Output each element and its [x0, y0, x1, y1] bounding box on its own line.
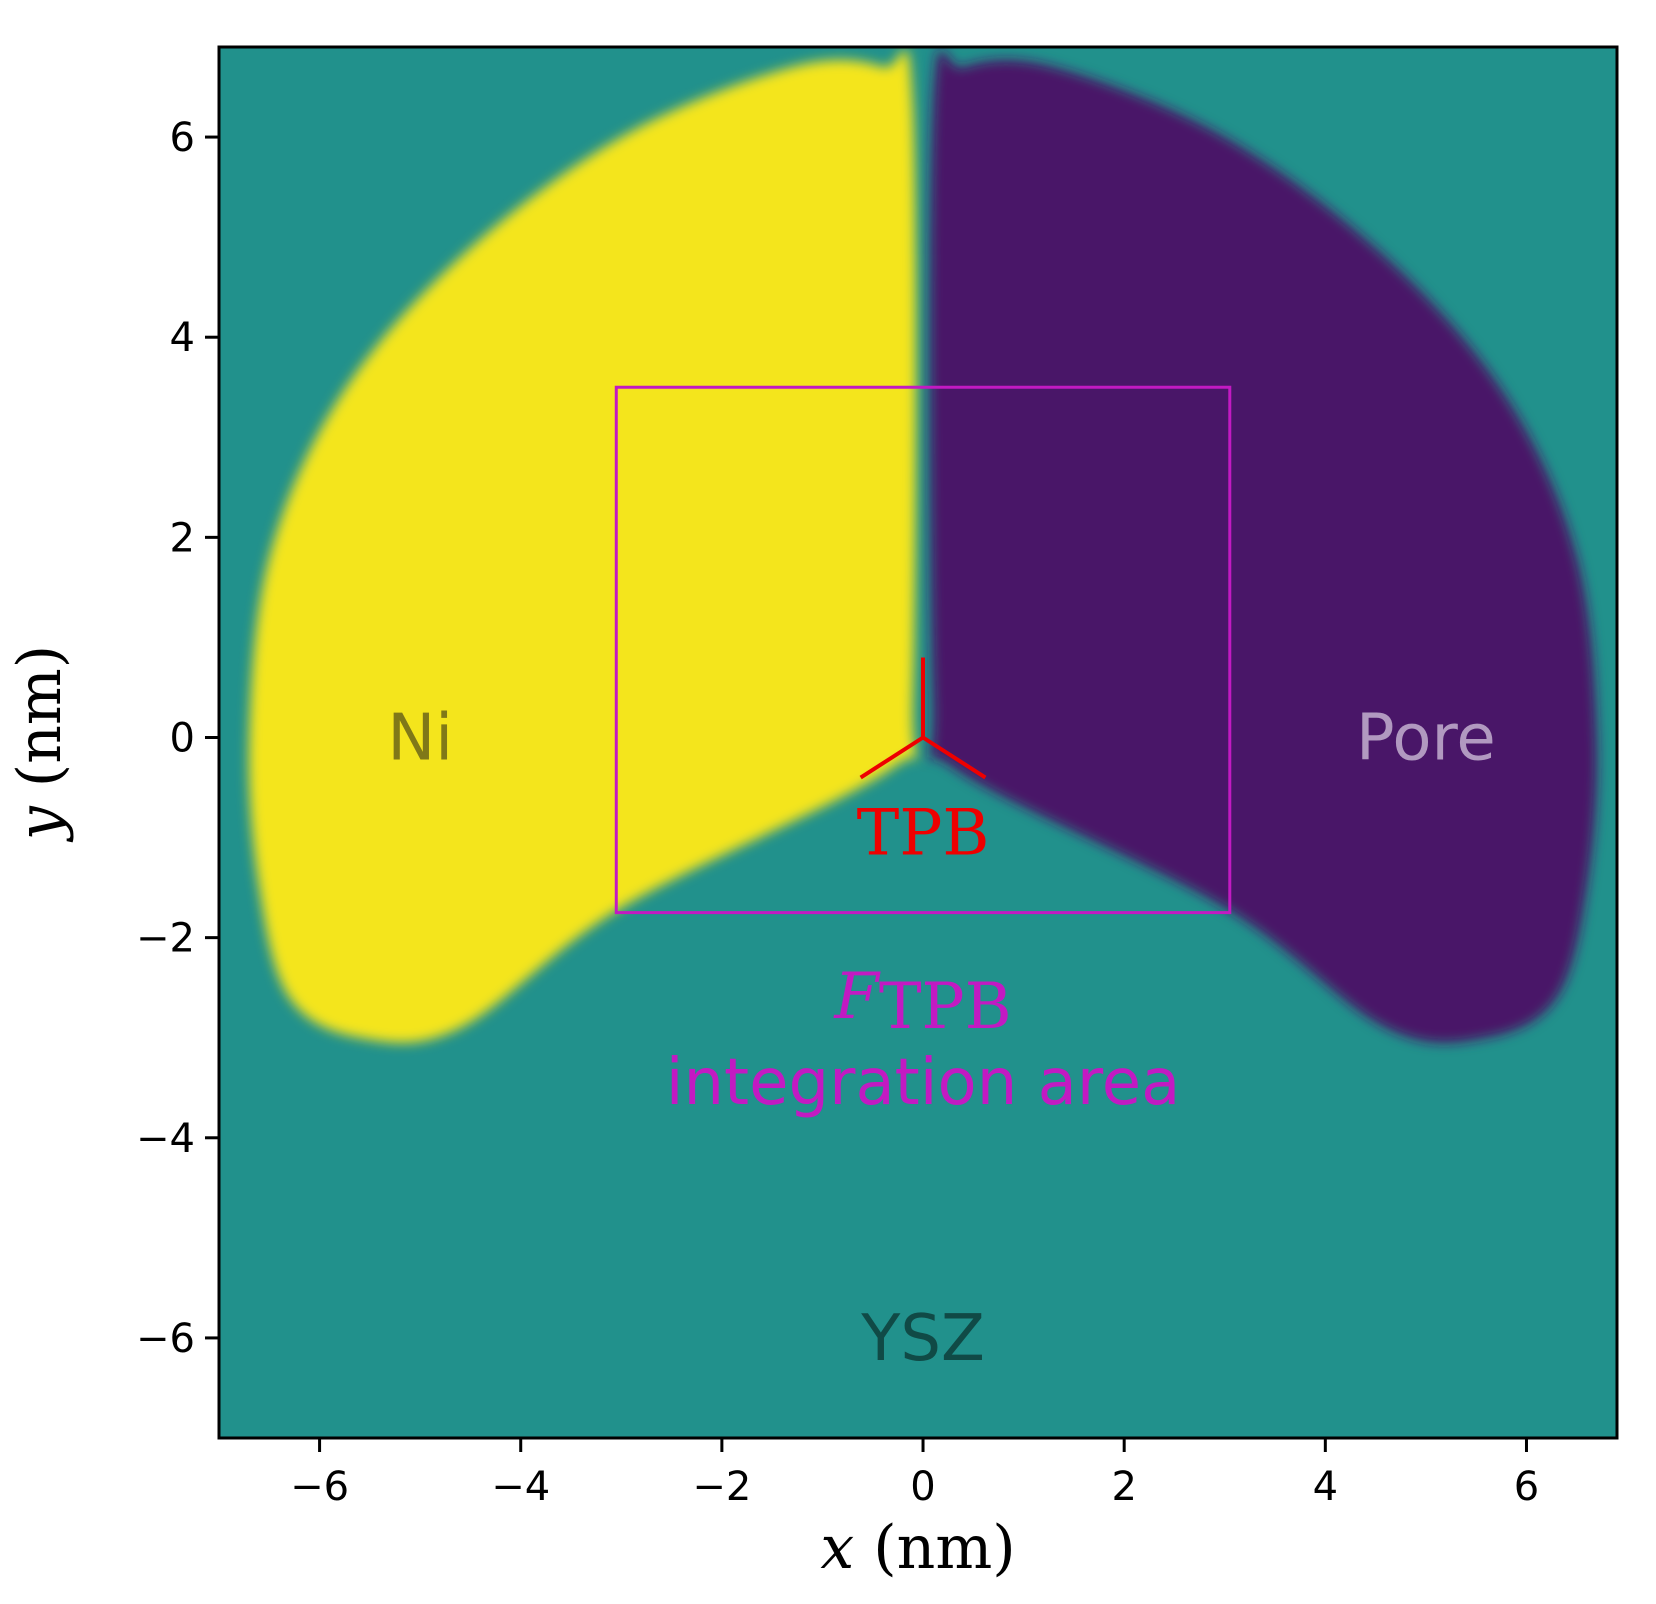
- y-tick-label: 0: [170, 715, 195, 761]
- tpb-label: TPB: [857, 797, 990, 871]
- y-tick-label: 4: [170, 315, 195, 361]
- x-tick-label: −4: [491, 1464, 550, 1510]
- ni-region: [248, 49, 921, 1043]
- x-tick-label: 2: [1111, 1464, 1136, 1510]
- f-tpb-label: FTPB: [833, 960, 1011, 1044]
- x-axis-variable: x: [820, 1513, 854, 1583]
- ni-label: Ni: [387, 701, 453, 775]
- integration-area-box: [614, 385, 1232, 915]
- tpb-arm-2: [859, 735, 925, 780]
- y-tick-label: −2: [136, 916, 195, 962]
- x-tick-label: −2: [692, 1464, 751, 1510]
- y-axis-unit: (nm): [5, 645, 75, 806]
- pore-label: Pore: [1356, 701, 1496, 775]
- x-axis-unit: (nm): [854, 1513, 1015, 1583]
- x-tick-label: 0: [910, 1464, 935, 1510]
- pore-region: [925, 49, 1598, 1043]
- f-tpb-subscript: TPB: [879, 970, 1012, 1044]
- y-axis-variable: y: [5, 805, 75, 843]
- y-tick-label: −6: [136, 1316, 195, 1362]
- tpb-marker: [859, 657, 987, 780]
- y-tick-label: 6: [170, 115, 195, 161]
- plot-frame: [217, 45, 1619, 1440]
- x-axis-label: x (nm): [820, 1513, 1015, 1583]
- f-tpb-symbol: F: [833, 960, 881, 1034]
- y-axis: −6 −4 −2 0 2 4 6: [136, 115, 219, 1362]
- y-tick-label: −4: [136, 1116, 195, 1162]
- x-tick-label: −6: [290, 1464, 349, 1510]
- integration-area-label: integration area: [666, 1046, 1181, 1120]
- ysz-label: YSZ: [860, 1302, 985, 1376]
- y-tick-label: 2: [170, 515, 195, 561]
- y-axis-label: y (nm): [5, 645, 75, 843]
- x-tick-label: 6: [1514, 1464, 1539, 1510]
- x-axis: −6 −4 −2 0 2 4 6: [290, 1438, 1539, 1510]
- tpb-arm-3: [921, 735, 987, 780]
- x-tick-label: 4: [1313, 1464, 1338, 1510]
